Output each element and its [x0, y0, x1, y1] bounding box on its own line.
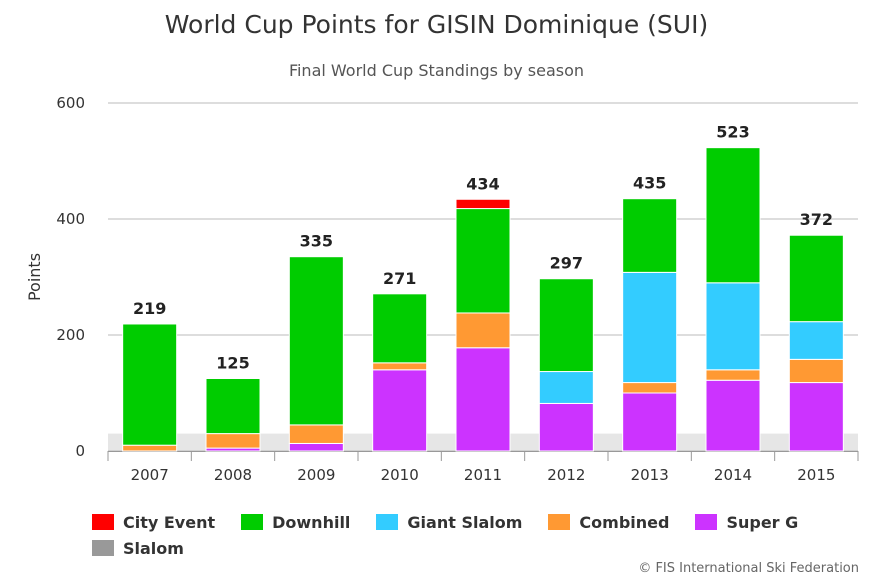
- total-label: 435: [633, 174, 666, 193]
- bar-segment-giant-slalom: [622, 271, 678, 384]
- total-label: 297: [550, 254, 583, 273]
- bar-segment-combined: [788, 358, 844, 384]
- chart-legend: City Event Downhill Giant Slalom Combined Su…: [92, 512, 812, 558]
- bar-segment-downhill: [538, 278, 594, 373]
- legend-swatch: [376, 514, 399, 530]
- legend-swatch: [241, 514, 264, 530]
- total-label: 372: [800, 210, 833, 229]
- y-tick-label: 0: [75, 442, 85, 460]
- total-label: 219: [133, 299, 166, 318]
- bar-segment-super-g: [288, 442, 344, 452]
- bar-segment-super-g: [622, 392, 678, 452]
- bar-segment-downhill: [788, 234, 844, 323]
- bar-segment-downhill: [705, 147, 761, 284]
- legend-swatch: [92, 514, 114, 530]
- total-label: 335: [300, 232, 333, 251]
- x-tick-label: 2014: [714, 466, 752, 484]
- legend-label: Slalom: [123, 538, 184, 558]
- y-tick-label: 600: [56, 94, 85, 112]
- y-axis-label: Points: [25, 253, 44, 301]
- bar-segment-combined: [372, 362, 428, 371]
- x-tick-label: 2007: [131, 466, 169, 484]
- bar-segment-combined: [622, 382, 678, 394]
- legend-item-giant-slalom[interactable]: Giant Slalom: [376, 512, 522, 532]
- bar-segment-super-g: [538, 402, 594, 452]
- bar-segment-downhill: [122, 323, 178, 446]
- chart-title: World Cup Points for GISIN Dominique (SU…: [164, 10, 709, 39]
- y-tick-label: 200: [56, 326, 85, 344]
- x-tick-label: 2008: [214, 466, 252, 484]
- bar-segment-super-g: [788, 382, 844, 452]
- bar-segment-combined: [705, 369, 761, 381]
- bar-segment-combined: [288, 424, 344, 444]
- bar-segment-downhill: [622, 198, 678, 273]
- fis-credit: © FIS International Ski Federation: [638, 561, 859, 576]
- x-tick-label: 2013: [631, 466, 669, 484]
- bar-segment-downhill: [455, 208, 511, 314]
- legend-swatch: [92, 540, 114, 556]
- bar-segment-super-g: [372, 369, 428, 452]
- bar-segment-downhill: [288, 256, 344, 426]
- chart-subtitle: Final World Cup Standings by season: [288, 61, 585, 80]
- bar-segment-giant-slalom: [538, 371, 594, 404]
- x-tick-label: 2011: [464, 466, 502, 484]
- x-tick-label: 2010: [381, 466, 419, 484]
- legend-item-super-g[interactable]: Super G: [695, 512, 798, 532]
- x-tick-label: 2012: [547, 466, 585, 484]
- legend-label: City Event: [123, 512, 216, 532]
- bar-segment-combined: [455, 312, 511, 349]
- x-tick-label: 2009: [297, 466, 335, 484]
- bar-segment-downhill: [205, 378, 261, 435]
- legend-item-slalom[interactable]: Slalom: [92, 538, 184, 558]
- legend-label: Giant Slalom: [407, 512, 523, 532]
- total-label: 434: [466, 174, 499, 193]
- legend-swatch: [695, 514, 718, 530]
- x-tick-label: 2015: [797, 466, 835, 484]
- total-label: 125: [216, 354, 249, 373]
- total-label: 271: [383, 269, 416, 288]
- legend-item-city-event[interactable]: City Event: [92, 512, 215, 532]
- bar-segment-giant-slalom: [788, 321, 844, 360]
- legend-item-combined[interactable]: Combined: [548, 512, 669, 532]
- legend-label: Combined: [579, 512, 670, 532]
- bar-segment-downhill: [372, 293, 428, 364]
- y-tick-label: 400: [56, 210, 85, 228]
- bar-segment-super-g: [705, 379, 761, 452]
- bar-segment-giant-slalom: [705, 282, 761, 371]
- total-label: 523: [716, 123, 749, 142]
- legend-label: Downhill: [272, 512, 351, 532]
- bar-segment-combined: [205, 433, 261, 449]
- legend-item-downhill[interactable]: Downhill: [241, 512, 350, 532]
- legend-swatch: [548, 514, 571, 530]
- bar-segment-super-g: [455, 347, 511, 452]
- bar-segment-city-event: [455, 198, 511, 210]
- legend-label: Super G: [726, 512, 799, 532]
- bar-segment-combined: [122, 444, 178, 452]
